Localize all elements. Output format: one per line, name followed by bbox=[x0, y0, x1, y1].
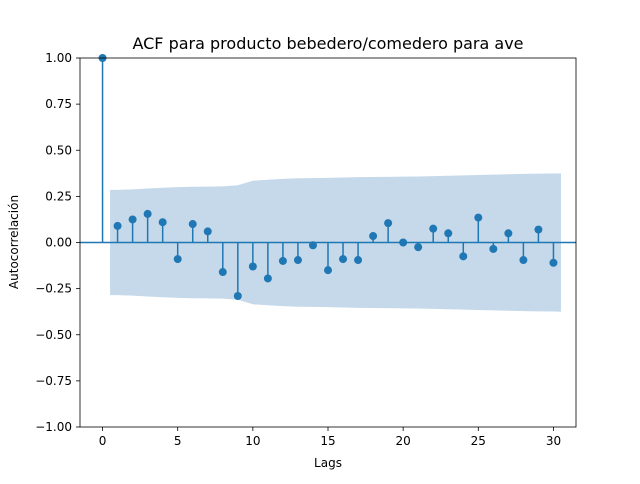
acf-point-4 bbox=[158, 218, 167, 227]
y-tick-label: 0.75 bbox=[45, 97, 72, 111]
acf-point-2 bbox=[128, 215, 137, 224]
y-tick-label: −0.50 bbox=[35, 328, 72, 342]
x-tick-label: 20 bbox=[396, 434, 411, 448]
acf-point-27 bbox=[504, 229, 513, 238]
acf-point-26 bbox=[489, 244, 498, 253]
acf-point-3 bbox=[143, 209, 152, 218]
acf-point-19 bbox=[384, 219, 393, 228]
y-tick-label: 0.50 bbox=[45, 143, 72, 157]
acf-point-14 bbox=[308, 241, 317, 250]
acf-point-10 bbox=[248, 262, 257, 271]
acf-point-29 bbox=[534, 225, 543, 234]
acf-point-5 bbox=[173, 255, 182, 264]
x-tick-label: 25 bbox=[471, 434, 486, 448]
x-tick-label: 15 bbox=[320, 434, 335, 448]
y-tick-label: −0.25 bbox=[35, 282, 72, 296]
y-tick-label: −1.00 bbox=[35, 420, 72, 434]
y-tick-label: 1.00 bbox=[45, 51, 72, 65]
acf-point-7 bbox=[203, 227, 212, 236]
acf-point-1 bbox=[113, 221, 122, 230]
acf-point-13 bbox=[293, 256, 302, 265]
acf-point-25 bbox=[474, 213, 483, 222]
acf-point-30 bbox=[549, 258, 558, 267]
x-tick-label: 10 bbox=[245, 434, 260, 448]
acf-point-15 bbox=[324, 266, 332, 275]
acf-point-22 bbox=[429, 224, 438, 233]
acf-point-24 bbox=[459, 252, 468, 261]
acf-point-11 bbox=[263, 274, 272, 283]
x-tick-label: 5 bbox=[174, 434, 182, 448]
chart-title: ACF para producto bebedero/comedero para… bbox=[132, 34, 523, 53]
x-axis-label: Lags bbox=[314, 456, 342, 470]
x-ticks: 0 5 10 15 20 25 30 bbox=[99, 427, 561, 448]
y-ticks: −1.00 −0.75 −0.50 −0.25 0.00 0.25 0.50 0.75 1.00 bbox=[35, 51, 80, 434]
acf-point-17 bbox=[354, 256, 363, 265]
stem-layer bbox=[80, 54, 576, 301]
y-tick-label: 0.25 bbox=[45, 189, 72, 203]
y-tick-label: −0.75 bbox=[35, 374, 72, 388]
y-axis-label: Autocorrelación bbox=[7, 195, 21, 289]
acf-point-9 bbox=[233, 292, 242, 301]
y-tick-label: 0.00 bbox=[45, 236, 72, 250]
acf-point-8 bbox=[218, 268, 227, 277]
acf-point-18 bbox=[369, 232, 378, 241]
acf-point-21 bbox=[414, 243, 423, 252]
x-tick-label: 30 bbox=[546, 434, 561, 448]
acf-point-23 bbox=[444, 229, 453, 238]
acf-point-12 bbox=[278, 256, 287, 265]
acf-point-28 bbox=[519, 256, 528, 265]
acf-point-16 bbox=[339, 255, 348, 264]
acf-point-6 bbox=[188, 220, 197, 229]
x-tick-label: 0 bbox=[99, 434, 107, 448]
